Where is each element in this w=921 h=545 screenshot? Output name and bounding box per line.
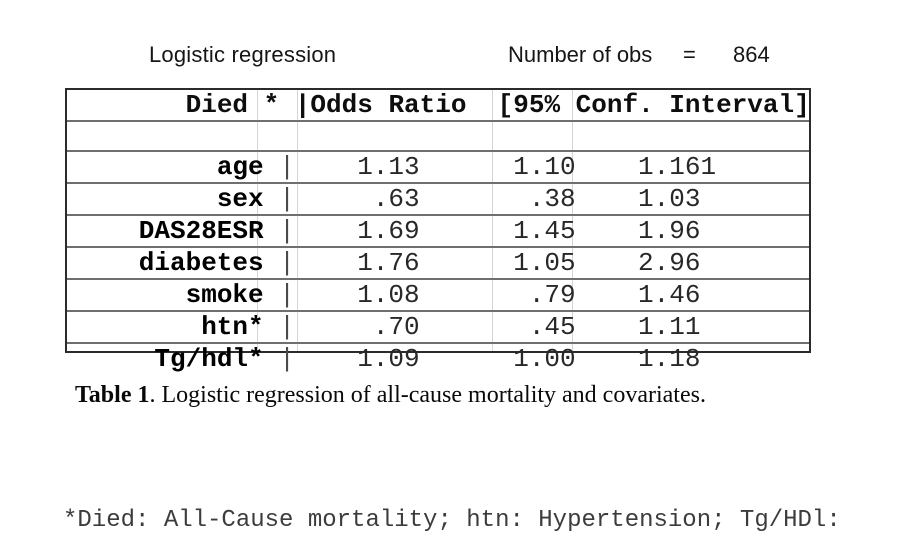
table-row: htn* | .70 .45 1.11 xyxy=(67,310,809,342)
number-of-obs-value: 864 xyxy=(733,42,770,67)
pipe-separator: | xyxy=(279,344,295,374)
ci-high-value: 1.18 xyxy=(638,344,701,374)
pipe-separator: | xyxy=(279,312,295,342)
ci-low-value: .79 xyxy=(528,280,576,310)
table-row: diabetes | 1.76 1.05 2.96 xyxy=(67,246,809,278)
table-gridline xyxy=(257,90,258,351)
ci-low-value: 1.45 xyxy=(513,216,576,246)
table-header-row: Died * |Odds Ratio [95% Conf. Interval] xyxy=(92,90,810,120)
row-variable: sex xyxy=(216,184,264,214)
odds-ratio-value: 1.09 xyxy=(357,344,420,374)
table-row: DAS28ESR | 1.69 1.45 1.96 xyxy=(67,214,809,246)
table-gridline xyxy=(572,90,573,351)
row-variable: DAS28ESR xyxy=(138,216,264,246)
odds-ratio-value: 1.13 xyxy=(357,152,420,182)
ci-high-value: 1.161 xyxy=(638,152,717,182)
odds-ratio-value: 1.69 xyxy=(357,216,420,246)
odds-ratio-value: .63 xyxy=(372,184,420,214)
ci-low-value: 1.05 xyxy=(513,248,576,278)
ci-low-value: 1.10 xyxy=(513,152,576,182)
footnote-line1: *Died: All-Cause mortality; htn: Hyperte… xyxy=(63,507,841,534)
row-variable: age xyxy=(216,152,264,182)
caption-label: Table 1 xyxy=(75,382,150,408)
number-of-obs-label: Number of obs xyxy=(508,42,653,67)
table-row: smoke | 1.08 .79 1.46 xyxy=(67,278,809,310)
row-variable: diabetes xyxy=(138,248,264,278)
row-variable: smoke xyxy=(185,280,264,310)
regression-table: Died * |Odds Ratio [95% Conf. Interval] … xyxy=(65,88,811,374)
table-empty-row xyxy=(67,120,809,150)
ci-high-value: 1.03 xyxy=(638,184,701,214)
pipe-separator: | xyxy=(279,280,295,310)
table-caption: Table 1. Logistic regression of all-caus… xyxy=(75,380,706,410)
pipe-separator: | xyxy=(279,216,295,246)
ci-high-value: 2.96 xyxy=(638,248,701,278)
odds-ratio-value: 1.76 xyxy=(357,248,420,278)
pipe-separator: | xyxy=(279,184,295,214)
pipe-separator: | xyxy=(279,248,295,278)
table-gridline xyxy=(297,90,298,351)
caption-text: . Logistic regression of all-cause morta… xyxy=(149,382,706,408)
pipe-separator: | xyxy=(279,152,295,182)
table-gridline xyxy=(492,90,493,351)
ci-low-value: .45 xyxy=(528,312,576,342)
odds-ratio-value: 1.08 xyxy=(357,280,420,310)
table-row: sex | .63 .38 1.03 xyxy=(67,182,809,214)
ci-high-value: 1.46 xyxy=(638,280,701,310)
table-row: age | 1.13 1.10 1.161 xyxy=(67,150,809,182)
table-row: Tg/hdl* | 1.09 1.00 1.18 xyxy=(67,342,809,374)
odds-ratio-value: .70 xyxy=(372,312,420,342)
ci-high-value: 1.11 xyxy=(638,312,701,342)
row-variable: Tg/hdl* xyxy=(154,344,264,374)
table-footnote: *Died: All-Cause mortality; htn: Hyperte… xyxy=(63,438,841,545)
regression-title: Logistic regression xyxy=(149,42,337,67)
equals-sign: = xyxy=(683,42,696,67)
row-variable: htn* xyxy=(201,312,264,342)
ci-high-value: 1.96 xyxy=(638,216,701,246)
ci-low-value: 1.00 xyxy=(513,344,576,374)
ci-low-value: .38 xyxy=(528,184,576,214)
